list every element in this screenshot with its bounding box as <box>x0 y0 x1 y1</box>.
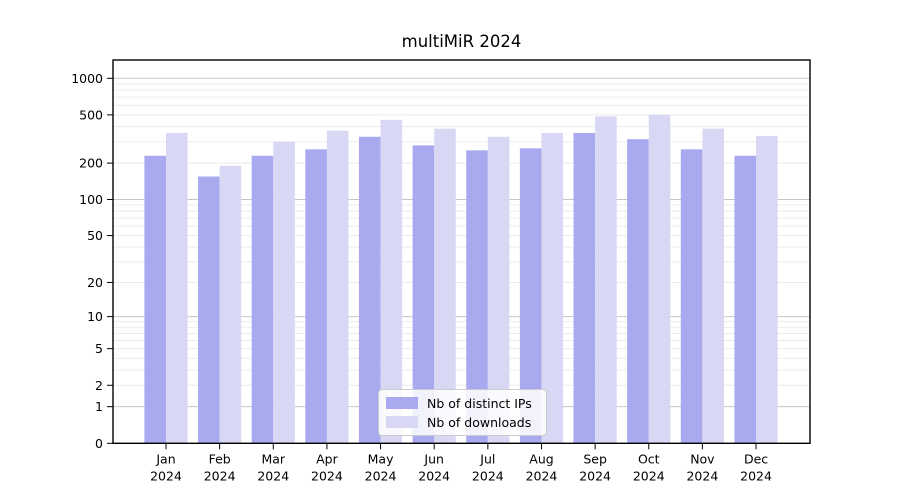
x-label-year-nov: 2024 <box>686 468 718 483</box>
bar-downloads-dec <box>756 135 778 444</box>
y-tick-label-1: 1 <box>95 399 103 414</box>
chart-title: multiMiR 2024 <box>401 32 522 51</box>
bar-downloads-apr <box>326 130 349 444</box>
plot-border <box>112 59 811 444</box>
bar-downloads-jun <box>434 128 456 444</box>
bar-distinct-ips-jul <box>466 150 488 444</box>
x-label-month-nov: Nov <box>690 451 715 466</box>
bar-downloads-mar <box>273 141 295 444</box>
bar-distinct-ips-may <box>358 136 381 444</box>
y-tick-label-100: 100 <box>79 192 103 207</box>
bar-distinct-ips-jan <box>144 155 166 444</box>
bar-distinct-ips-feb <box>198 176 220 444</box>
x-label-month-apr: Apr <box>316 451 338 466</box>
bar-distinct-ips-nov <box>680 149 703 444</box>
legend-item-distinct-ips: Nb of distinct IPs <box>386 396 546 411</box>
bar-distinct-ips-sep <box>573 132 596 444</box>
bar-distinct-ips-oct <box>627 139 649 444</box>
bar-downloads-feb <box>219 165 242 444</box>
legend: Nb of distinct IPs Nb of downloads <box>378 389 547 436</box>
x-label-month-jun: Jun <box>423 451 444 466</box>
bar-distinct-ips-apr <box>305 149 327 444</box>
bar-distinct-ips-mar <box>251 155 274 444</box>
y-tick-label-20: 20 <box>87 275 103 290</box>
x-label-year-feb: 2024 <box>204 468 236 483</box>
x-label-month-oct: Oct <box>638 451 660 466</box>
x-label-year-dec: 2024 <box>740 468 772 483</box>
legend-label-downloads: Nb of downloads <box>427 414 532 430</box>
bar-downloads-nov <box>702 128 724 444</box>
bar-downloads-sep <box>595 116 617 444</box>
y-tick-label-10: 10 <box>87 309 103 324</box>
x-label-year-mar: 2024 <box>257 468 289 483</box>
y-tick-label-200: 200 <box>79 156 103 171</box>
x-label-year-aug: 2024 <box>526 468 558 483</box>
legend-label-distinct-ips: Nb of distinct IPs <box>427 395 532 411</box>
legend-item-downloads: Nb of downloads <box>386 415 546 430</box>
bar-downloads-aug <box>541 132 564 444</box>
bar-downloads-jul <box>487 136 510 444</box>
x-label-year-apr: 2024 <box>311 468 343 483</box>
bar-distinct-ips-aug <box>519 148 542 444</box>
bar-distinct-ips-jun <box>412 145 435 444</box>
x-label-year-jan: 2024 <box>150 468 182 483</box>
y-tick-label-500: 500 <box>79 107 103 122</box>
x-label-month-jul: Jul <box>479 451 495 466</box>
bar-downloads-jan <box>166 132 188 444</box>
legend-swatch-distinct-ips <box>386 397 418 409</box>
x-label-month-jan: Jan <box>155 451 175 466</box>
x-label-year-may: 2024 <box>365 468 397 483</box>
x-label-year-jun: 2024 <box>418 468 450 483</box>
x-label-month-dec: Dec <box>744 451 768 466</box>
legend-swatch-downloads <box>386 416 418 428</box>
x-label-month-aug: Aug <box>529 451 553 466</box>
y-tick-label-1000: 1000 <box>71 71 103 86</box>
y-tick-label-2: 2 <box>95 378 103 393</box>
x-label-year-sep: 2024 <box>579 468 611 483</box>
y-tick-label-50: 50 <box>87 228 103 243</box>
x-label-month-sep: Sep <box>583 451 607 466</box>
x-label-month-mar: Mar <box>261 451 285 466</box>
y-tick-label-0: 0 <box>95 436 103 451</box>
x-label-year-oct: 2024 <box>633 468 665 483</box>
bar-downloads-may <box>380 119 403 444</box>
x-label-month-may: May <box>368 451 394 466</box>
bar-downloads-oct <box>648 114 671 444</box>
y-tick-label-5: 5 <box>95 341 103 356</box>
bar-distinct-ips-dec <box>734 155 757 444</box>
x-label-year-jul: 2024 <box>472 468 504 483</box>
x-label-month-feb: Feb <box>209 451 231 466</box>
